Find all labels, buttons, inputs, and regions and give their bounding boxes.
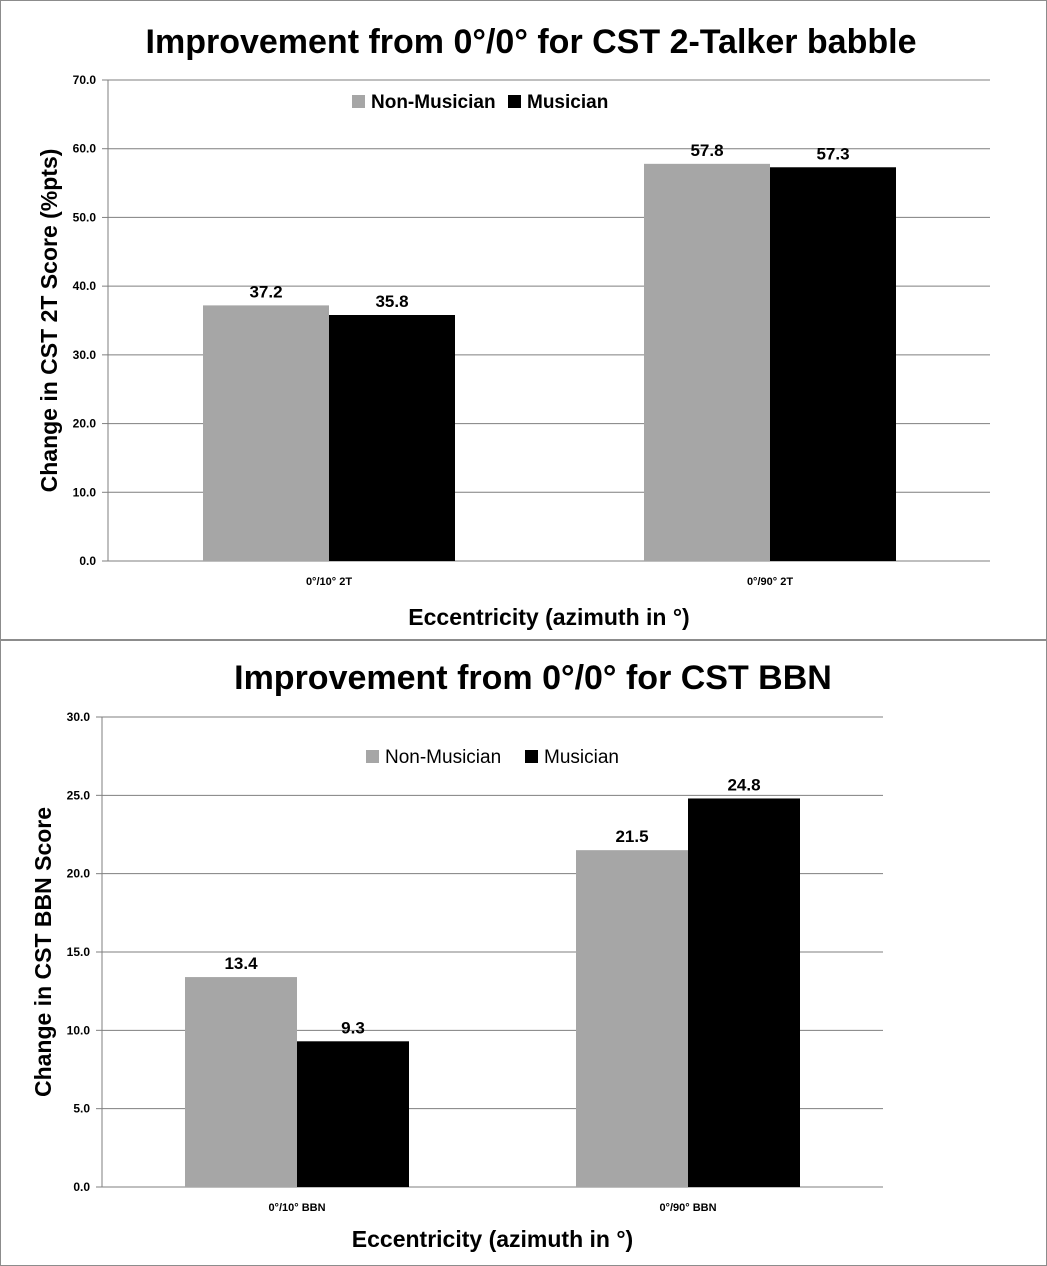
bar-non-musician: [644, 163, 770, 561]
bar-non-musician: [185, 977, 297, 1187]
y-tick-label: 10.0: [73, 485, 97, 499]
y-tick-label: 0.0: [79, 554, 96, 568]
legend-swatch: [508, 95, 521, 108]
x-axis-title: Eccentricity (azimuth in °): [352, 1226, 633, 1252]
data-label: 57.8: [690, 141, 723, 160]
y-tick-label: 0.0: [73, 1180, 90, 1194]
bar-non-musician: [203, 305, 329, 561]
legend-label: Non-Musician: [371, 92, 496, 113]
chart-title: Improvement from 0°/0° for CST 2-Talker …: [146, 23, 917, 61]
data-label: 21.5: [615, 827, 648, 846]
legend-label: Non-Musician: [385, 747, 501, 768]
y-tick-label: 70.0: [73, 73, 97, 87]
y-tick-label: 25.0: [67, 788, 91, 802]
data-label: 13.4: [224, 954, 258, 973]
chart-panel-2talker: Improvement from 0°/0° for CST 2-Talker …: [0, 0, 1047, 640]
y-tick-label: 50.0: [73, 210, 97, 224]
category-label: 0°/90° BBN: [659, 1202, 716, 1214]
legend-swatch: [525, 750, 538, 763]
legend-label: Musician: [527, 92, 608, 113]
data-label: 9.3: [341, 1018, 365, 1037]
bar-musician: [770, 167, 896, 561]
chart-title: Improvement from 0°/0° for CST BBN: [234, 659, 832, 697]
y-axis-title: Change in CST 2T Score (%pts): [36, 149, 62, 493]
y-tick-label: 5.0: [73, 1102, 90, 1116]
y-tick-label: 20.0: [73, 417, 97, 431]
x-axis-title: Eccentricity (azimuth in °): [408, 604, 689, 630]
y-axis-title: Change in CST BBN Score: [30, 807, 56, 1097]
category-label: 0°/90° 2T: [747, 576, 793, 588]
y-tick-label: 15.0: [67, 945, 91, 959]
y-tick-label: 30.0: [67, 710, 91, 724]
bar-musician: [688, 798, 800, 1187]
data-label: 24.8: [727, 775, 760, 794]
data-label: 35.8: [375, 292, 408, 311]
bar-chart-2talker: Improvement from 0°/0° for CST 2-Talker …: [36, 23, 990, 630]
y-tick-label: 20.0: [67, 867, 91, 881]
chart-panel-bbn: Improvement from 0°/0° for CST BBN 0.0 5.0…: [0, 640, 1047, 1266]
bar-musician: [329, 315, 455, 561]
y-tick-label: 60.0: [73, 142, 97, 156]
y-tick-label: 30.0: [73, 348, 97, 362]
data-label: 57.3: [816, 144, 849, 163]
y-tick-label: 10.0: [67, 1023, 91, 1037]
legend-swatch: [352, 95, 365, 108]
category-label: 0°/10° BBN: [268, 1202, 325, 1214]
legend-label: Musician: [544, 747, 619, 768]
data-label: 37.2: [249, 282, 282, 301]
bar-chart-bbn: Improvement from 0°/0° for CST BBN 0.0 5.0…: [30, 659, 883, 1252]
category-label: 0°/10° 2T: [306, 576, 352, 588]
y-tick-label: 40.0: [73, 279, 97, 293]
bar-musician: [297, 1041, 409, 1187]
legend-swatch: [366, 750, 379, 763]
bar-non-musician: [576, 850, 688, 1187]
